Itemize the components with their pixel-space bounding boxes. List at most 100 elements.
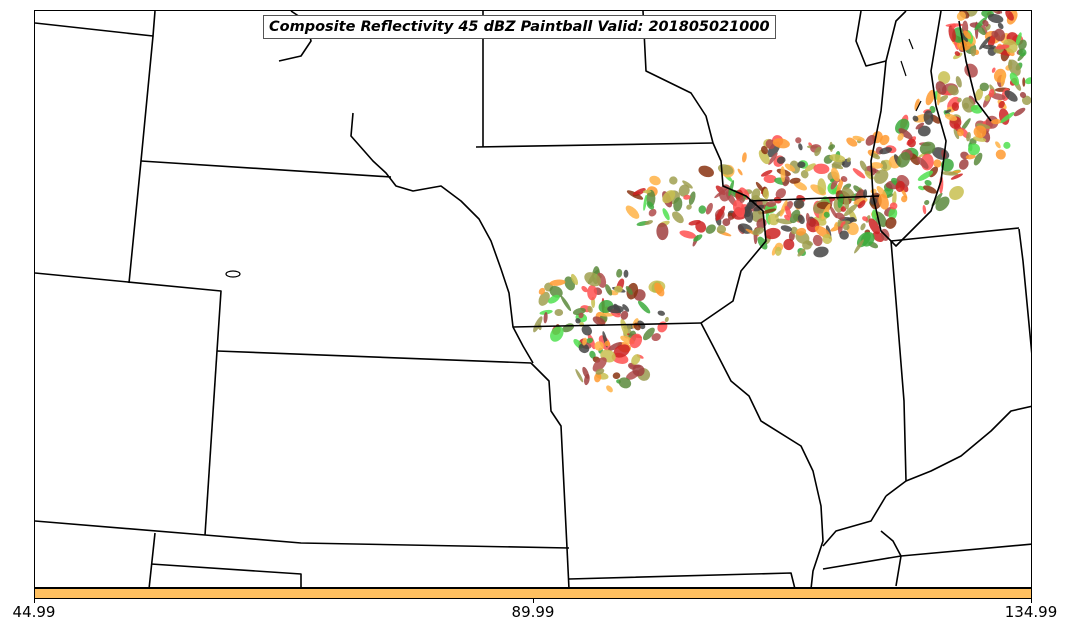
storm-blob bbox=[1004, 90, 1018, 102]
storm-blob bbox=[728, 180, 735, 197]
storm-blob bbox=[784, 205, 792, 218]
storm-blob bbox=[629, 333, 643, 349]
storm-blob bbox=[964, 63, 978, 78]
storm-blob bbox=[679, 230, 697, 239]
storm-blob bbox=[1003, 141, 1011, 149]
storm-blob bbox=[987, 13, 1004, 24]
storm-blob bbox=[953, 128, 960, 140]
storm-blob bbox=[662, 208, 670, 221]
mississippi-river bbox=[642, 11, 824, 587]
storm-blob bbox=[862, 216, 869, 222]
storm-blob bbox=[813, 246, 829, 258]
storm-blob bbox=[880, 160, 888, 170]
storm-blob bbox=[991, 118, 1001, 125]
storm-blob bbox=[860, 223, 866, 231]
storm-blob bbox=[737, 168, 743, 176]
storm-blob bbox=[789, 209, 801, 224]
storm-blob bbox=[607, 305, 624, 314]
storm-blob bbox=[550, 326, 564, 342]
lake-superior-shore bbox=[855, 11, 887, 67]
storm-blob bbox=[538, 291, 550, 306]
boundary-illinois-indiana bbox=[885, 240, 907, 497]
boundary-texas-top bbox=[150, 563, 302, 587]
storm-blob bbox=[549, 285, 563, 298]
storm-blob bbox=[614, 285, 623, 293]
storm-blob bbox=[775, 188, 786, 199]
storm-blob bbox=[554, 309, 564, 316]
storm-blob bbox=[814, 146, 821, 157]
storm-blob bbox=[1003, 38, 1018, 53]
storm-blob bbox=[595, 368, 605, 375]
storm-blob bbox=[840, 176, 848, 182]
storm-blob bbox=[822, 234, 833, 244]
storm-blob bbox=[871, 209, 877, 221]
storm-blob bbox=[1013, 107, 1026, 117]
storm-blob bbox=[878, 193, 889, 210]
storm-blob bbox=[924, 200, 930, 205]
storm-blob bbox=[917, 125, 931, 137]
storm-blob bbox=[982, 19, 989, 27]
storm-blob bbox=[994, 28, 1006, 42]
storm-blob bbox=[651, 333, 661, 342]
storm-blob bbox=[991, 67, 996, 73]
storm-blob bbox=[846, 222, 859, 236]
michigan-peninsula-line bbox=[958, 20, 992, 122]
storm-blob bbox=[543, 312, 548, 324]
storm-blob bbox=[958, 159, 969, 170]
storm-blob bbox=[789, 177, 801, 184]
storm-blob bbox=[914, 98, 920, 111]
storm-blob bbox=[570, 273, 579, 286]
storm-blob bbox=[917, 170, 934, 181]
storm-blob bbox=[924, 179, 932, 186]
storm-blob bbox=[698, 165, 714, 178]
storm-blob bbox=[991, 11, 1003, 14]
storm-blob bbox=[885, 217, 897, 229]
boundary-indiana-michigan bbox=[890, 227, 1020, 242]
storm-blob bbox=[948, 25, 956, 43]
storm-blob bbox=[1018, 48, 1027, 57]
storm-blob bbox=[929, 105, 936, 114]
boundary-kansas-colorado-east bbox=[204, 350, 218, 536]
storm-blob bbox=[793, 181, 808, 191]
storm-blob bbox=[683, 194, 691, 200]
storm-blob bbox=[995, 149, 1006, 160]
storm-blob bbox=[549, 279, 566, 286]
storm-blob bbox=[657, 310, 666, 316]
storm-blob bbox=[783, 238, 795, 251]
storm-blob bbox=[897, 152, 911, 168]
storm-blob bbox=[842, 223, 850, 231]
lake-features bbox=[225, 38, 922, 278]
missouri-river bbox=[350, 112, 534, 364]
storm-blob bbox=[973, 136, 987, 142]
boundary-south-dakota-nebraska bbox=[140, 160, 392, 178]
storm-blob bbox=[797, 214, 805, 225]
storm-blob bbox=[979, 82, 989, 92]
storm-blob bbox=[761, 208, 777, 214]
storm-blob bbox=[742, 152, 747, 163]
storm-blob bbox=[1025, 77, 1031, 85]
storm-blob bbox=[854, 239, 864, 254]
storm-blob bbox=[892, 191, 897, 206]
storm-blob bbox=[705, 224, 716, 234]
storm-blob bbox=[975, 123, 991, 129]
kentucky-lake bbox=[880, 530, 902, 587]
storm-blob bbox=[839, 230, 849, 240]
storm-blob bbox=[915, 122, 925, 130]
map-canvas bbox=[35, 11, 1031, 587]
storm-blob bbox=[974, 88, 984, 101]
storm-blob bbox=[967, 143, 981, 156]
storm-blob bbox=[764, 227, 781, 240]
boundary-colorado-nebraska bbox=[35, 272, 222, 352]
storm-blob bbox=[793, 199, 805, 209]
storm-blob bbox=[654, 282, 665, 297]
storm-blob bbox=[966, 11, 978, 17]
storm-blob bbox=[939, 175, 944, 194]
storm-blob bbox=[732, 199, 746, 218]
boundary-indiana-ohio bbox=[1018, 228, 1031, 354]
storm-blob bbox=[879, 147, 893, 155]
storm-blob bbox=[957, 97, 962, 103]
storm-blob bbox=[879, 134, 890, 146]
storm-blob bbox=[923, 185, 937, 194]
boundary-oklahoma-arkansas bbox=[566, 547, 570, 587]
storm-blob bbox=[682, 180, 693, 189]
